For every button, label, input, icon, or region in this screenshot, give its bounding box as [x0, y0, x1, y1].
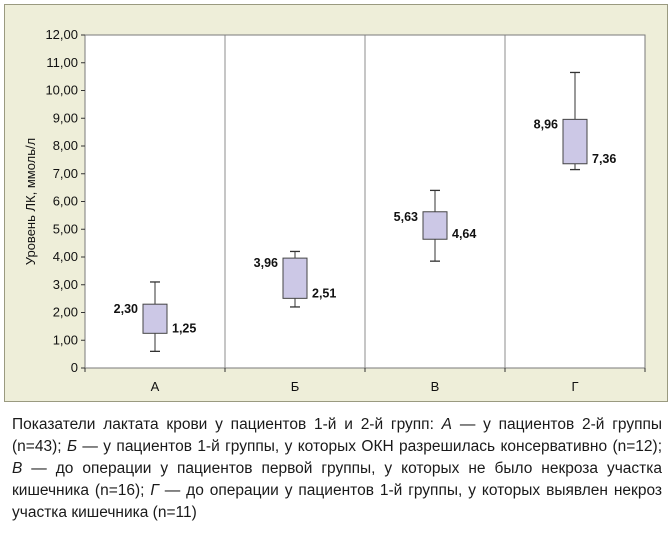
data-label-q1: 4,64	[452, 227, 476, 241]
y-tick-label: 1,00	[53, 332, 78, 347]
x-tick-label: Г	[571, 379, 578, 394]
y-tick-label: 9,00	[53, 110, 78, 125]
box-iqr	[142, 303, 168, 334]
caption-letter-b: Б	[66, 438, 78, 455]
y-tick-label: 10,00	[45, 83, 78, 98]
y-tick-label: 2,00	[53, 305, 78, 320]
caption-text-b: — у пациентов 1-й группы, у которых ОКН …	[77, 438, 662, 455]
data-label-q1: 7,36	[592, 152, 616, 166]
box-iqr	[422, 211, 448, 240]
caption-letter-g: Г	[150, 482, 159, 499]
y-tick-label: 6,00	[53, 194, 78, 209]
x-tick-label: В	[431, 379, 440, 394]
data-label-q3: 8,96	[534, 117, 558, 131]
y-tick-label: 3,00	[53, 277, 78, 292]
y-tick-label: 8,00	[53, 138, 78, 153]
chart-panel: 0 1,00 2,00 3,00 4,00 5,00 6,00 7,00 8,00 9,00 10,…	[4, 4, 668, 402]
data-label-q3: 2,30	[114, 302, 138, 316]
caption-text-a: — у пациентов 2-й группы (n=43);	[12, 416, 662, 455]
data-label-q1: 1,25	[172, 321, 196, 335]
data-label-q3: 5,63	[394, 210, 418, 224]
caption-letter-v: В	[12, 460, 23, 477]
y-tick-label: 0	[71, 360, 78, 375]
y-axis-label: Уровень ЛК, ммоль/л	[23, 138, 38, 265]
caption-letter-a: А	[441, 416, 453, 433]
y-tick-label: 4,00	[53, 249, 78, 264]
x-tick-label: Б	[291, 379, 300, 394]
data-label-q1: 2,51	[312, 286, 336, 300]
figure-caption: Показатели лактата крови у пациентов 1-й…	[12, 414, 662, 524]
caption-text-g: — до операции у пациентов 1-й группы, у …	[12, 482, 663, 521]
y-tick-label: 7,00	[53, 166, 78, 181]
y-tick-label: 5,00	[53, 221, 78, 236]
caption-text-v: — до операции у пациентов первой группы,…	[12, 460, 662, 499]
caption-lead: Показатели лактата крови у пациентов 1-й…	[12, 416, 442, 433]
y-tick-label: 12,00	[45, 27, 78, 42]
box-plot-chart: 0 1,00 2,00 3,00 4,00 5,00 6,00 7,00 8,00 9,00 10,…	[23, 27, 646, 394]
x-tick-label: А	[151, 379, 160, 394]
data-label-q3: 3,96	[254, 256, 278, 270]
box-iqr	[282, 257, 308, 299]
y-tick-label: 11,00	[46, 55, 78, 70]
box-iqr	[562, 118, 588, 165]
